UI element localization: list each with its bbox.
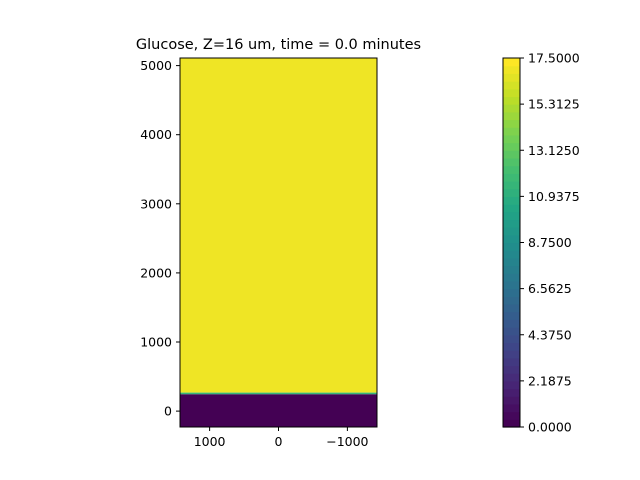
colorbar-band xyxy=(503,265,520,274)
colorbar-band xyxy=(503,134,520,144)
colorbar-band xyxy=(503,142,520,151)
field-high-region xyxy=(180,58,377,393)
colorbar-ticks: 0.0000 2.1875 4.3750 6.5625 8.7500 10.9375 13.… xyxy=(520,51,580,435)
y-tick-label: 0 xyxy=(164,404,172,419)
heatmap-field xyxy=(180,58,377,427)
plot-area xyxy=(179,57,378,428)
x-tick-label: 1000 xyxy=(194,434,226,449)
x-tick-label: 0 xyxy=(275,434,283,449)
colorbar-band xyxy=(503,304,520,313)
colorbar-band xyxy=(503,342,520,351)
x-tick-label: −1000 xyxy=(326,434,368,449)
colorbar-tick-label: 8.7500 xyxy=(528,235,572,250)
colorbar-band xyxy=(503,88,520,98)
colorbar-band xyxy=(503,181,520,190)
colorbar-band xyxy=(503,380,520,390)
colorbar-band xyxy=(503,403,520,413)
y-axis: 0 1000 2000 3000 4000 5000 xyxy=(140,58,180,419)
colorbar-band xyxy=(503,319,520,328)
colorbar-band xyxy=(503,227,520,236)
colorbar-band xyxy=(503,119,520,128)
colorbar-band xyxy=(503,273,520,282)
colorbar-band xyxy=(503,104,520,113)
colorbar-band xyxy=(503,96,520,105)
colorbar-band xyxy=(503,388,520,397)
colorbar-band xyxy=(503,327,520,336)
colorbar-band xyxy=(503,396,520,405)
colorbar-band xyxy=(503,373,520,382)
colorbar-band xyxy=(503,250,520,259)
colorbar-band xyxy=(503,280,520,290)
y-tick-label: 4000 xyxy=(140,127,172,142)
y-tick-label: 1000 xyxy=(140,335,172,350)
x-axis: 1000 0 −1000 xyxy=(194,427,369,449)
colorbar-tick-label: 15.3125 xyxy=(528,97,580,112)
colorbar-band xyxy=(503,196,520,205)
colorbar-band xyxy=(503,357,520,367)
colorbar-tick-label: 17.5000 xyxy=(528,51,580,66)
colorbar-band xyxy=(503,365,520,374)
colorbar-band xyxy=(503,334,520,344)
colorbar-tick-label: 6.5625 xyxy=(528,281,572,296)
colorbar-band xyxy=(503,73,520,82)
colorbar-band xyxy=(503,81,520,90)
field-low-region xyxy=(180,394,377,427)
colorbar-band xyxy=(503,350,520,359)
colorbar-band xyxy=(503,188,520,197)
colorbar-tick-label: 2.1875 xyxy=(528,373,572,388)
colorbar-band xyxy=(503,58,520,67)
colorbar-band xyxy=(503,150,520,159)
y-tick-label: 5000 xyxy=(140,58,172,73)
y-tick-label: 2000 xyxy=(140,265,172,280)
colorbar-band xyxy=(503,242,520,251)
colorbar-tick-label: 13.1250 xyxy=(528,143,580,158)
colorbar-band xyxy=(503,219,520,228)
colorbar-tick-label: 0.0000 xyxy=(528,420,572,435)
colorbar: 0.0000 2.1875 4.3750 6.5625 8.7500 10.9375 13.… xyxy=(502,51,580,435)
colorbar-band xyxy=(503,419,520,428)
colorbar-band xyxy=(503,165,520,174)
colorbar-band xyxy=(503,296,520,305)
colorbar-band xyxy=(503,288,520,297)
field-transition-band xyxy=(180,392,377,395)
y-tick-label: 3000 xyxy=(140,196,172,211)
colorbar-band xyxy=(503,211,520,221)
colorbar-band xyxy=(503,157,520,167)
colorbar-band xyxy=(503,111,520,121)
chart-title: Glucose, Z=16 um, time = 0.0 minutes xyxy=(136,37,421,53)
colorbar-band xyxy=(503,257,520,267)
colorbar-tick-label: 10.9375 xyxy=(528,189,580,204)
colorbar-band xyxy=(503,65,520,74)
colorbar-band xyxy=(503,234,520,244)
colorbar-band xyxy=(503,173,520,182)
colorbar-bands xyxy=(503,58,520,428)
colorbar-band xyxy=(503,204,520,213)
colorbar-tick-label: 4.3750 xyxy=(528,327,572,342)
colorbar-band xyxy=(503,411,520,420)
colorbar-band xyxy=(503,127,520,136)
colorbar-band xyxy=(503,311,520,320)
